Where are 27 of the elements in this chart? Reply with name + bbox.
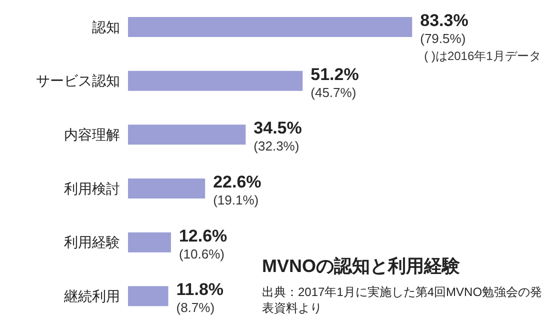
annotation: (19.1%) <box>213 192 259 208</box>
text: MVNOの認知と利用経験 <box>262 255 461 278</box>
annotation: (32.3%) <box>254 138 300 154</box>
text: ( )は2016年1月データ <box>424 49 541 63</box>
bar <box>128 232 171 252</box>
data-label: 12.6% <box>178 226 228 246</box>
bar <box>128 70 303 91</box>
text: (79.5%) <box>420 31 466 46</box>
annotation: (45.7%) <box>310 84 356 100</box>
data-label: 11.8% <box>176 280 224 300</box>
data-label: 51.2% <box>310 64 359 84</box>
annotation: 出典：2017年1月に実施した第4回MVNO勉強会の発表資料より <box>262 284 544 316</box>
y-tick-label: 内容理解 <box>64 126 120 143</box>
y-tick-label: 利用検討 <box>64 180 120 196</box>
y-tick-label: サービス認知 <box>36 72 120 89</box>
bar <box>128 124 246 145</box>
y-tick-label: 認知 <box>92 18 120 35</box>
data-label: 83.3% <box>420 11 468 30</box>
annotation: (8.7%) <box>176 300 215 316</box>
annotation: (10.6%) <box>178 246 225 262</box>
bar <box>128 17 412 37</box>
y-tick-label: 利用経験 <box>64 234 120 250</box>
data-label: 22.6% <box>213 172 262 192</box>
y-tick-label: 継続利用 <box>63 288 120 304</box>
bar <box>128 286 168 306</box>
data-label: 34.5% <box>254 118 302 138</box>
bar <box>128 178 206 198</box>
